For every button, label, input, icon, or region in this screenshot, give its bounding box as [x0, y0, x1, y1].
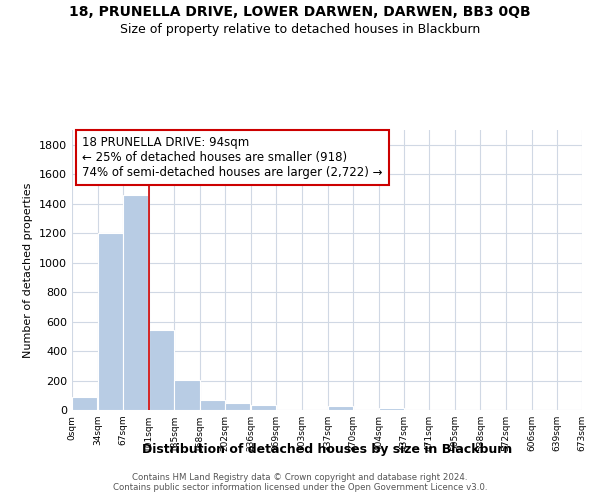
- Text: Distribution of detached houses by size in Blackburn: Distribution of detached houses by size …: [142, 442, 512, 456]
- Text: 18 PRUNELLA DRIVE: 94sqm
← 25% of detached houses are smaller (918)
74% of semi-: 18 PRUNELLA DRIVE: 94sqm ← 25% of detach…: [82, 136, 383, 178]
- Bar: [149, 330, 173, 410]
- Y-axis label: Number of detached properties: Number of detached properties: [23, 182, 34, 358]
- Bar: [72, 396, 97, 410]
- Bar: [199, 400, 224, 410]
- Text: Size of property relative to detached houses in Blackburn: Size of property relative to detached ho…: [120, 22, 480, 36]
- Bar: [379, 408, 404, 410]
- Text: 18, PRUNELLA DRIVE, LOWER DARWEN, DARWEN, BB3 0QB: 18, PRUNELLA DRIVE, LOWER DARWEN, DARWEN…: [69, 5, 531, 19]
- Text: Contains HM Land Registry data © Crown copyright and database right 2024.: Contains HM Land Registry data © Crown c…: [132, 472, 468, 482]
- Bar: [328, 406, 353, 410]
- Bar: [226, 403, 250, 410]
- Bar: [251, 405, 276, 410]
- Text: Contains public sector information licensed under the Open Government Licence v3: Contains public sector information licen…: [113, 484, 487, 492]
- Bar: [123, 195, 148, 410]
- Bar: [98, 233, 123, 410]
- Bar: [175, 380, 199, 410]
